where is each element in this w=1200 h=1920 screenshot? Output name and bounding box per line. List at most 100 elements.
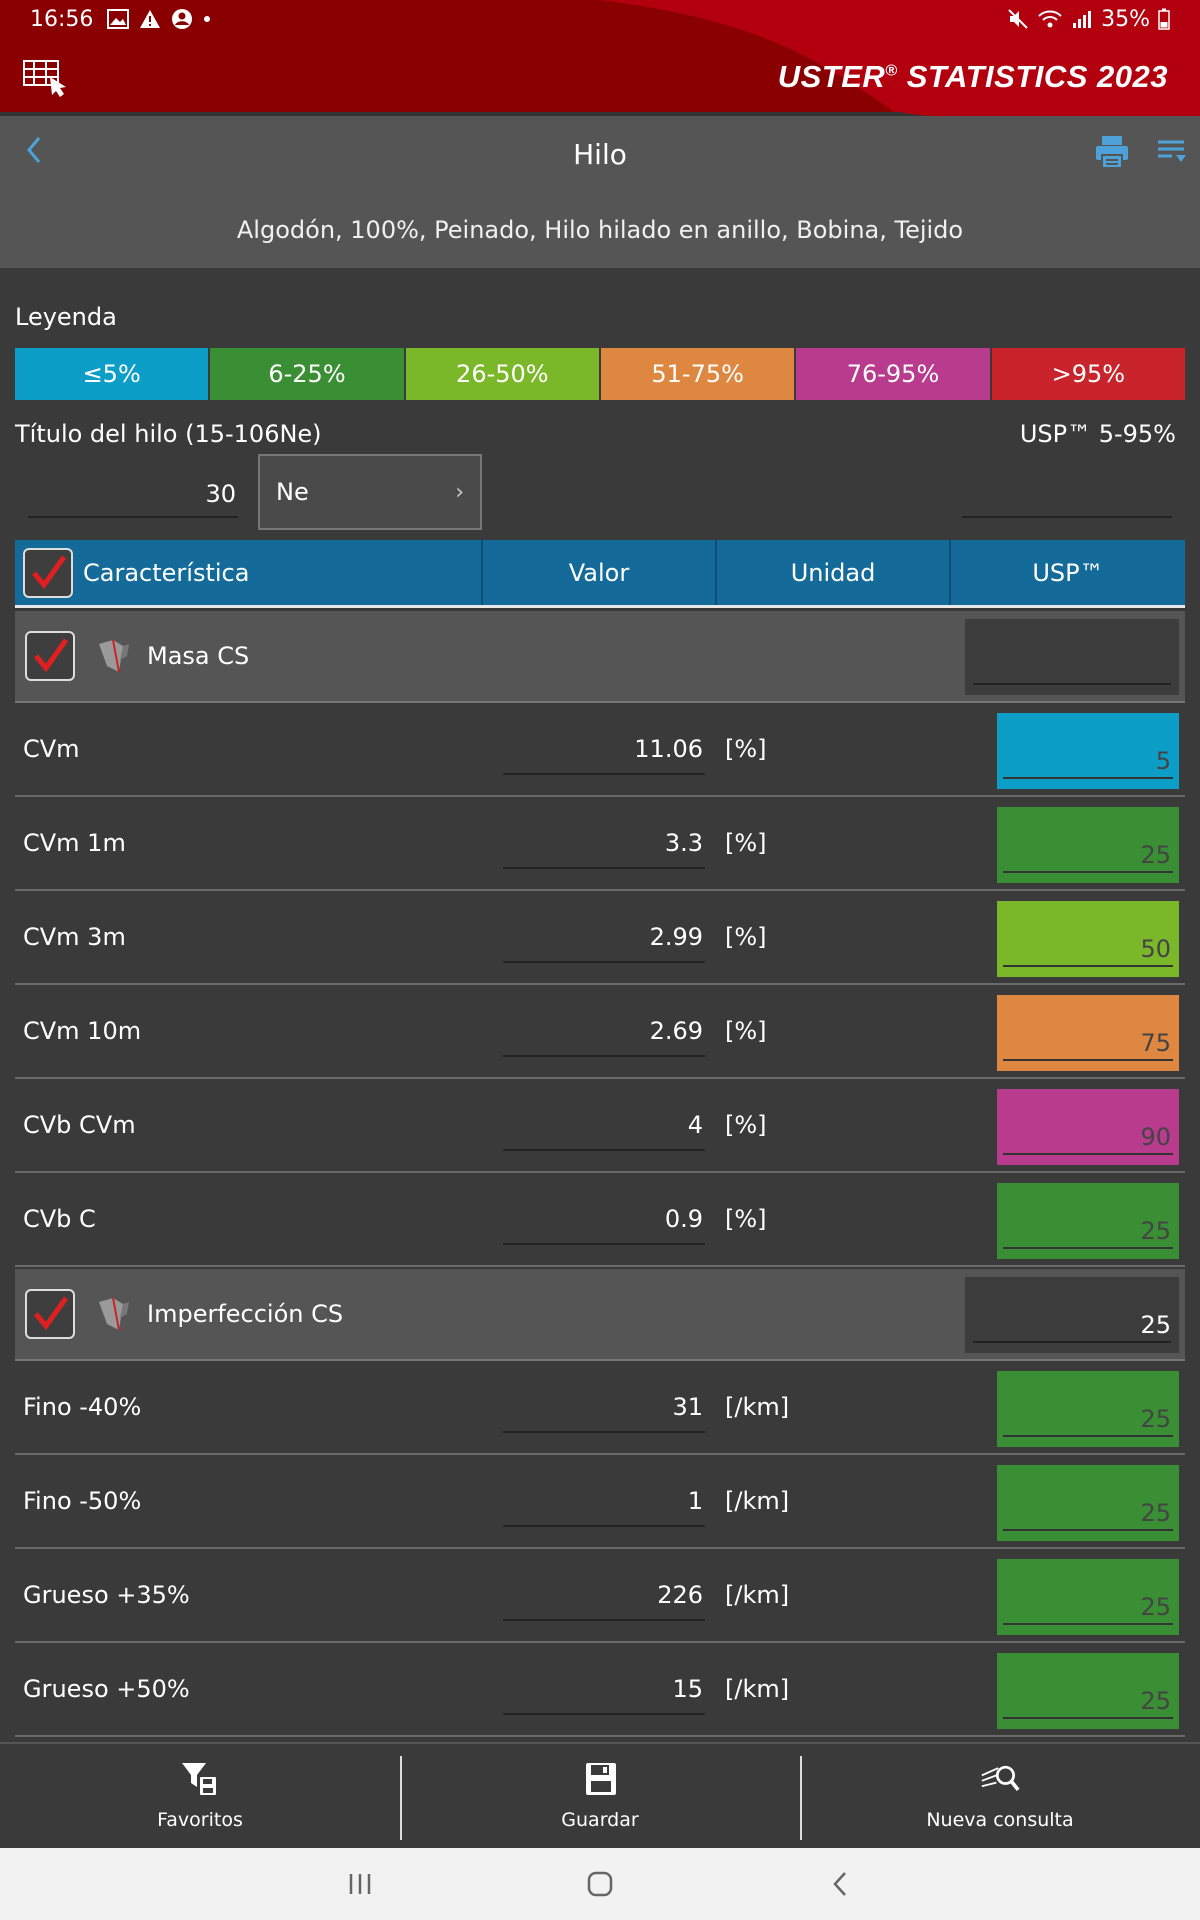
- row-usp-badge: 5: [997, 713, 1179, 789]
- row-usp-underline: [1003, 1247, 1173, 1249]
- usp-filter-input[interactable]: [962, 468, 1172, 518]
- legend-bar: ≤5% 6-25% 26-50% 51-75% 76-95% >95%: [15, 348, 1185, 400]
- row-unit: [/km]: [725, 1675, 790, 1703]
- section-usp-field: [965, 619, 1179, 695]
- row-usp-badge: 50: [997, 901, 1179, 977]
- row-usp-underline: [1003, 1623, 1173, 1625]
- mute-icon: [1008, 9, 1028, 29]
- row-unit: [%]: [725, 923, 767, 951]
- table-row: CVm 3m 2.99 [%] 50: [15, 893, 1185, 985]
- measurement-icon: [99, 639, 129, 673]
- favorites-button[interactable]: Favoritos: [0, 1744, 400, 1848]
- recents-button[interactable]: [330, 1864, 390, 1904]
- list-menu-icon: [1158, 140, 1186, 162]
- brand-registered-mark: ®: [885, 62, 898, 80]
- table-select-icon[interactable]: [22, 57, 70, 97]
- dot-icon: [204, 16, 211, 22]
- back-icon: [833, 1872, 846, 1896]
- title-bar: Hilo Algodón, 100%, Peinado, Hilo hilado…: [0, 116, 1200, 268]
- usp-range-label: USP™ 5-95%: [1019, 420, 1176, 448]
- section-usp-value: 25: [1140, 1311, 1171, 1339]
- row-characteristic: CVm 1m: [23, 829, 126, 857]
- status-bar: 16:56 35%: [0, 0, 1200, 38]
- back-button[interactable]: [14, 130, 54, 170]
- chevron-left-icon: [27, 137, 41, 163]
- row-unit: [/km]: [725, 1581, 790, 1609]
- row-usp-underline: [1003, 1059, 1173, 1061]
- header-usp: USP™: [1032, 558, 1104, 587]
- header-unit: Unidad: [717, 540, 951, 605]
- row-value-input[interactable]: 0.9: [503, 1195, 705, 1245]
- legend-item: 51-75%: [600, 348, 795, 400]
- row-characteristic: Fino -40%: [23, 1393, 142, 1421]
- section-checkbox[interactable]: [25, 1289, 75, 1339]
- table-row: CVm 11.06 [%] 5: [15, 705, 1185, 797]
- yarn-count-label: Título del hilo (15-106Ne): [15, 420, 322, 448]
- home-button[interactable]: [570, 1864, 630, 1904]
- row-value-input[interactable]: 31: [503, 1383, 705, 1433]
- row-usp-value: 25: [1140, 1217, 1171, 1245]
- checkmark-icon: [32, 555, 67, 589]
- row-unit: [%]: [725, 829, 767, 857]
- header-characteristic: Característica: [15, 540, 483, 605]
- legend-item: 6-25%: [210, 348, 404, 400]
- new-query-button[interactable]: Nueva consulta: [800, 1744, 1200, 1848]
- measurement-icon: [99, 1297, 129, 1331]
- row-usp-badge: 25: [997, 1465, 1179, 1541]
- row-characteristic: CVb C: [23, 1205, 96, 1233]
- row-value-input[interactable]: 2.99: [503, 913, 705, 963]
- row-unit: [/km]: [725, 1393, 790, 1421]
- system-back-button[interactable]: [810, 1864, 870, 1904]
- row-usp-badge: 90: [997, 1089, 1179, 1165]
- row-characteristic: Grueso +50%: [23, 1675, 190, 1703]
- table-row: Fino -50% 1 [/km] 25: [15, 1457, 1185, 1549]
- brand-name: USTER: [777, 59, 886, 94]
- table-row: CVb CVm 4 [%] 90: [15, 1081, 1185, 1173]
- row-usp-underline: [1003, 1717, 1173, 1719]
- new-search-icon: [981, 1765, 1020, 1792]
- yarn-count-input[interactable]: 30: [28, 468, 238, 518]
- status-system: 35%: [1007, 7, 1170, 32]
- save-button[interactable]: Guardar: [400, 1744, 800, 1848]
- header-value: Valor: [483, 540, 717, 605]
- status-notifications: [107, 8, 211, 30]
- row-value-input[interactable]: 15: [503, 1665, 705, 1715]
- select-all-checkbox[interactable]: [23, 547, 73, 598]
- row-value-input[interactable]: 2.69: [503, 1007, 705, 1057]
- menu-button[interactable]: [1156, 136, 1188, 168]
- system-navigation-bar: [0, 1848, 1200, 1920]
- row-usp-badge: 25: [997, 1371, 1179, 1447]
- section-checkbox[interactable]: [25, 631, 75, 681]
- legend-item: 26-50%: [405, 348, 599, 400]
- table-row: CVm 10m 2.69 [%] 75: [15, 987, 1185, 1079]
- row-unit: [%]: [725, 735, 767, 763]
- row-usp-value: 90: [1140, 1123, 1171, 1151]
- row-value-input[interactable]: 3.3: [503, 819, 705, 869]
- row-value-input[interactable]: 11.06: [503, 725, 705, 775]
- row-value-input[interactable]: 4: [503, 1101, 705, 1151]
- save-label: Guardar: [561, 1809, 639, 1831]
- unit-select-value: Ne: [276, 478, 309, 506]
- yarn-count-unit-select[interactable]: Ne ›: [258, 454, 482, 530]
- section-header[interactable]: Imperfección CS 25: [15, 1269, 1185, 1361]
- row-characteristic: CVm 3m: [23, 923, 126, 951]
- yarn-description: Algodón, 100%, Peinado, Hilo hilado en a…: [236, 216, 964, 244]
- row-value-input[interactable]: 226: [503, 1571, 705, 1621]
- print-button[interactable]: [1094, 134, 1130, 170]
- row-unit: [%]: [725, 1111, 767, 1139]
- row-value-input[interactable]: 1: [503, 1477, 705, 1527]
- table-row: Grueso +50% 15 [/km] 25: [15, 1645, 1185, 1737]
- section-usp-underline: [973, 683, 1171, 685]
- row-characteristic: CVb CVm: [23, 1111, 136, 1139]
- row-usp-underline: [1003, 1153, 1173, 1155]
- section-header[interactable]: Masa CS: [15, 611, 1185, 703]
- table-body: Masa CS CVm 11.06 [%] 5 CVm 1m 3.3 [%] 25 CVm 3m 2…: [15, 611, 1185, 1739]
- save-icon: [586, 1763, 616, 1795]
- row-unit: [%]: [725, 1017, 767, 1045]
- legend-item: 76-95%: [796, 348, 990, 400]
- header-background: [0, 0, 1200, 116]
- home-icon: [587, 1871, 613, 1897]
- row-usp-value: 75: [1140, 1029, 1171, 1057]
- page-title: Hilo: [573, 138, 627, 171]
- row-unit: [%]: [725, 1205, 767, 1233]
